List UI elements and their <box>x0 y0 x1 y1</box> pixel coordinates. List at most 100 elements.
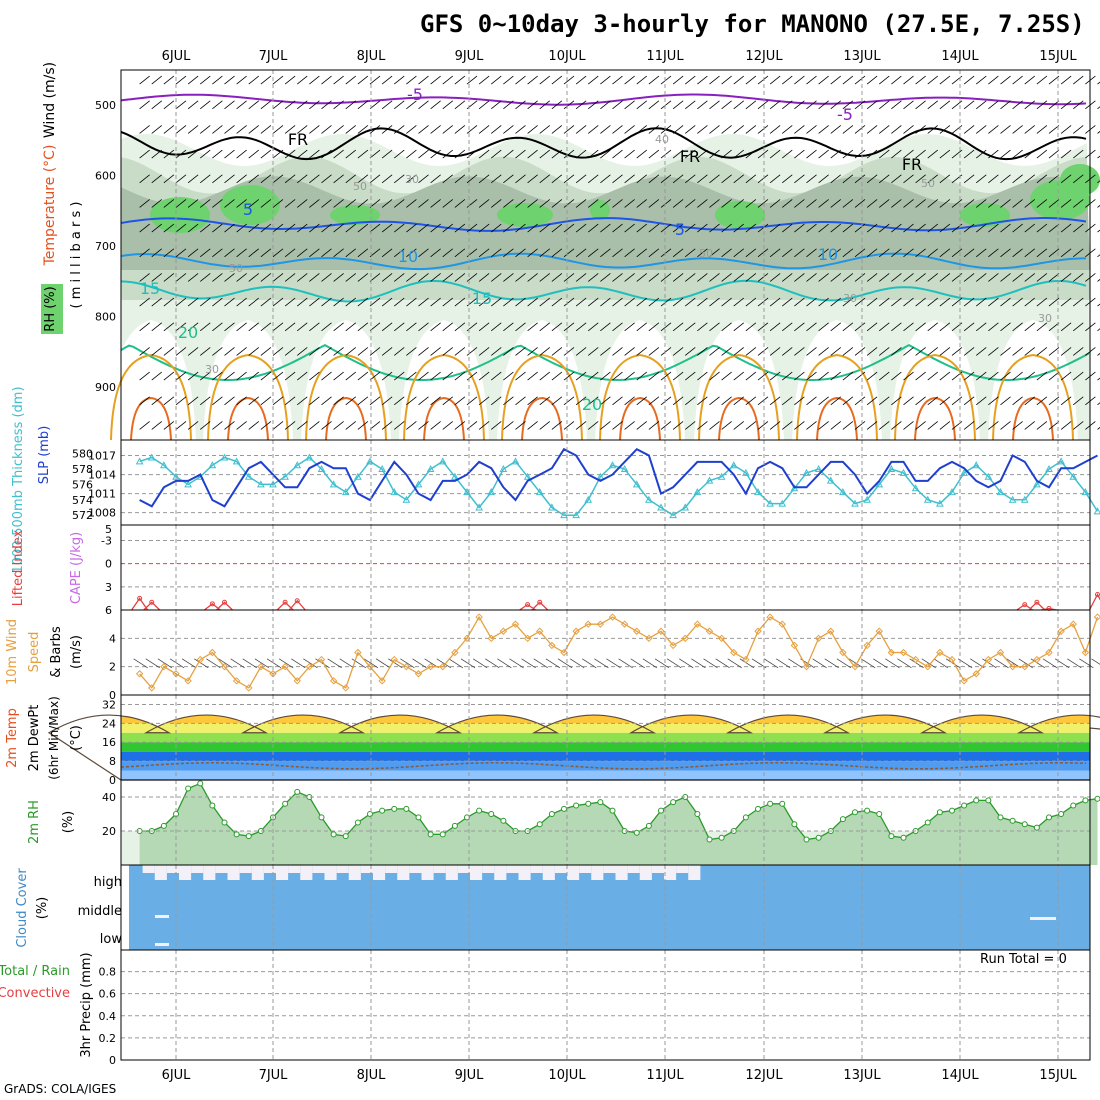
wind-barb <box>1000 174 1011 184</box>
pressure-tick-label: 800 <box>95 311 116 324</box>
wind-barb <box>406 100 417 110</box>
wind-barb <box>939 223 951 233</box>
wind-barb <box>442 223 453 233</box>
wind-barb <box>139 100 150 110</box>
thickness-point <box>681 503 690 511</box>
wind-speed-point <box>584 620 592 628</box>
wind-barb <box>187 174 199 184</box>
wind-barb <box>636 273 647 282</box>
wind-barb <box>333 347 344 356</box>
rh-point <box>427 831 434 838</box>
wind-barb <box>551 421 563 430</box>
wind-barb <box>963 199 975 208</box>
wind-barb <box>1097 106 1100 110</box>
wind-barb <box>224 248 235 258</box>
wind-barb <box>478 75 490 85</box>
wind-barb <box>721 223 732 233</box>
wind-barb <box>588 248 599 258</box>
wind-barb <box>503 396 514 406</box>
wind-barb <box>321 396 332 406</box>
high-cloud-gap <box>627 865 640 873</box>
li-tick-label: 3 <box>105 581 112 594</box>
panel-frame-li <box>120 524 1091 611</box>
wind-barb <box>1060 297 1072 307</box>
wind-barb <box>357 125 369 134</box>
wind-barb <box>151 421 162 430</box>
wind-barb <box>672 297 684 307</box>
wind-barb <box>381 347 393 356</box>
wind-barb <box>272 273 284 282</box>
wind-barb <box>503 297 514 307</box>
temp-color-band <box>121 723 1090 733</box>
cloud-level-label: high <box>94 875 122 890</box>
wind-barb <box>600 371 611 381</box>
temp-tick-label: 24 <box>102 717 116 730</box>
high-cloud-gap <box>191 865 204 873</box>
wind-barb <box>988 347 999 356</box>
wind-barb <box>891 396 902 406</box>
wind-barb <box>333 421 344 430</box>
wind-barb <box>175 223 187 233</box>
wind-barb <box>624 297 635 307</box>
thickness-point <box>402 495 411 503</box>
wind-barb <box>842 421 854 430</box>
wind-barb <box>1048 322 1060 332</box>
wind-barb <box>284 347 296 356</box>
wind-barb <box>369 248 381 258</box>
wind-barb <box>988 421 999 430</box>
wind-barb <box>879 273 890 282</box>
wind-barb <box>927 297 938 307</box>
wind-barb <box>794 421 805 430</box>
wind-barb <box>381 149 393 159</box>
wind-barb <box>527 75 538 85</box>
wind-barb <box>418 248 429 258</box>
wind-barb <box>563 199 575 208</box>
surface-wind-barb <box>642 658 658 669</box>
wind-barb <box>745 75 757 85</box>
rh-point <box>488 811 495 817</box>
wind-barb <box>551 273 563 282</box>
wind-barb <box>745 347 757 356</box>
wind-barb <box>782 396 793 406</box>
wind-barb <box>139 371 150 381</box>
thickness-point <box>438 457 447 465</box>
surface-wind-barb <box>230 658 245 669</box>
wind-barb <box>236 273 247 282</box>
wind-barb <box>648 174 660 184</box>
wind-barb <box>369 273 381 282</box>
wind-barb <box>284 322 296 332</box>
wind-barb <box>1073 75 1084 85</box>
wind-barb <box>284 421 296 430</box>
wind-barb <box>321 75 332 85</box>
wind-barb <box>612 149 623 159</box>
thickness-point <box>948 488 956 496</box>
wind-barb <box>612 199 623 208</box>
wind-barb <box>600 223 611 233</box>
wind-barb <box>806 421 817 430</box>
thickness-point <box>960 468 968 476</box>
wind-barb <box>1060 174 1072 184</box>
wind-barb <box>454 322 466 332</box>
wind-barb <box>224 125 235 134</box>
wind-barb <box>866 75 878 85</box>
wind-barb <box>515 347 526 356</box>
wind-barb <box>248 421 259 430</box>
wind-barb <box>939 149 951 159</box>
wind-barb <box>818 75 829 85</box>
ylabel-slp: SLP (mb) <box>37 426 52 485</box>
wind-barb <box>660 421 672 430</box>
wind-barb <box>636 149 647 159</box>
wind-barb <box>200 396 211 406</box>
wind-barb <box>175 174 187 184</box>
thickness-point <box>269 480 277 488</box>
rh-high-blob <box>220 185 280 225</box>
wind-barb <box>139 322 150 332</box>
wind-barb <box>430 396 441 406</box>
thickness-point <box>414 480 423 488</box>
wind-barb <box>866 174 878 184</box>
wind-barb <box>248 100 259 110</box>
wind-barb <box>612 75 623 85</box>
wind-speed-point <box>257 662 265 671</box>
wind-barb <box>297 75 308 85</box>
wind-barb <box>575 396 587 406</box>
